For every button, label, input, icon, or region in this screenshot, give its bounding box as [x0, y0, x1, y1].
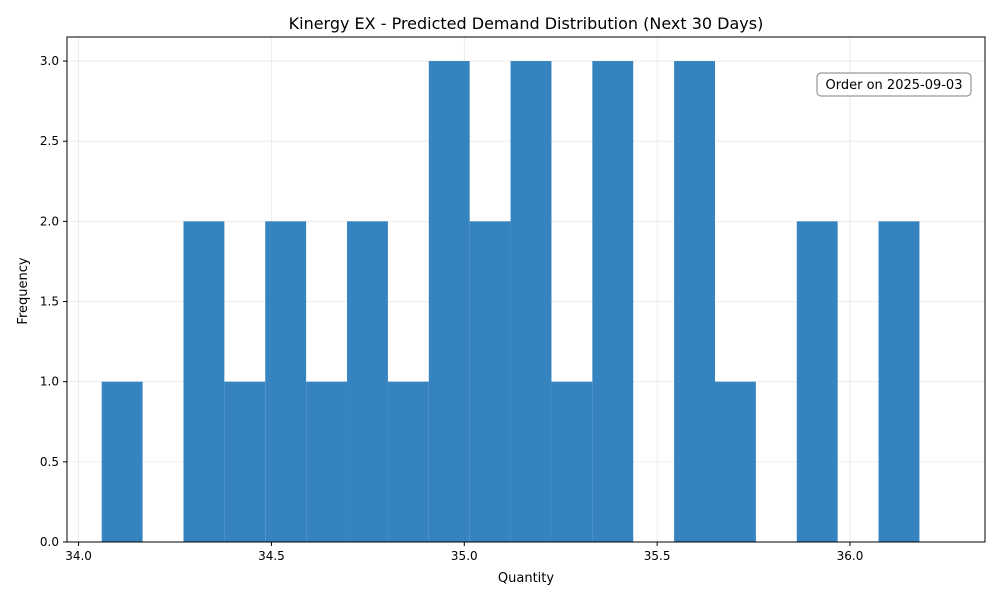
histogram-bar-6	[347, 221, 388, 542]
y-tick-label: 0.5	[40, 455, 59, 469]
histogram-bar-10	[510, 61, 552, 543]
x-tick-label: 34.5	[258, 549, 285, 563]
histogram-bar-3	[224, 381, 266, 542]
histogram-bar-11	[551, 381, 593, 542]
plot-frame	[66, 36, 986, 543]
x-tick-label: 35.0	[451, 549, 478, 563]
y-tick-label: 2.5	[40, 134, 59, 148]
histogram-bar-8	[428, 61, 470, 543]
histogram-bar-2	[183, 221, 225, 542]
y-tick-label: 1.5	[40, 295, 59, 309]
histogram-bar-14	[674, 61, 715, 543]
histogram-bar-9	[469, 221, 511, 542]
order-date-annotation: Order on 2025-09-03	[816, 72, 972, 97]
annotation-text: Order on 2025-09-03	[826, 78, 963, 93]
x-axis-label: Quantity	[498, 571, 554, 586]
x-tick-label: 34.0	[65, 549, 92, 563]
histogram-bar-5	[306, 381, 348, 542]
annotation-box	[816, 72, 972, 97]
histogram-bar-17	[796, 221, 838, 542]
y-axis-label: Frequency	[16, 257, 31, 324]
histogram-bar-0	[101, 381, 143, 542]
histogram-bar-15	[715, 381, 756, 542]
histogram-bar-4	[265, 221, 307, 542]
y-tick-label: 0.0	[40, 535, 59, 549]
chart-title: Kinergy EX - Predicted Demand Distributi…	[289, 14, 764, 33]
y-tick-label: 3.0	[40, 54, 59, 68]
y-tick-label: 2.0	[40, 214, 59, 228]
histogram-bar-12	[592, 61, 634, 543]
histogram-bar-19	[878, 221, 920, 542]
x-tick-label: 36.0	[837, 549, 864, 563]
histogram-bar-7	[387, 381, 429, 542]
histogram-bars	[101, 61, 920, 543]
y-axis-ticks: 0.0 0.5 1.0 1.5 2.0 2.5 3.0	[40, 54, 67, 549]
y-tick-label: 1.0	[40, 375, 59, 389]
x-tick-label: 35.5	[644, 549, 671, 563]
x-axis-ticks: 34.0 34.5 35.0 35.5 36.0	[65, 542, 863, 563]
